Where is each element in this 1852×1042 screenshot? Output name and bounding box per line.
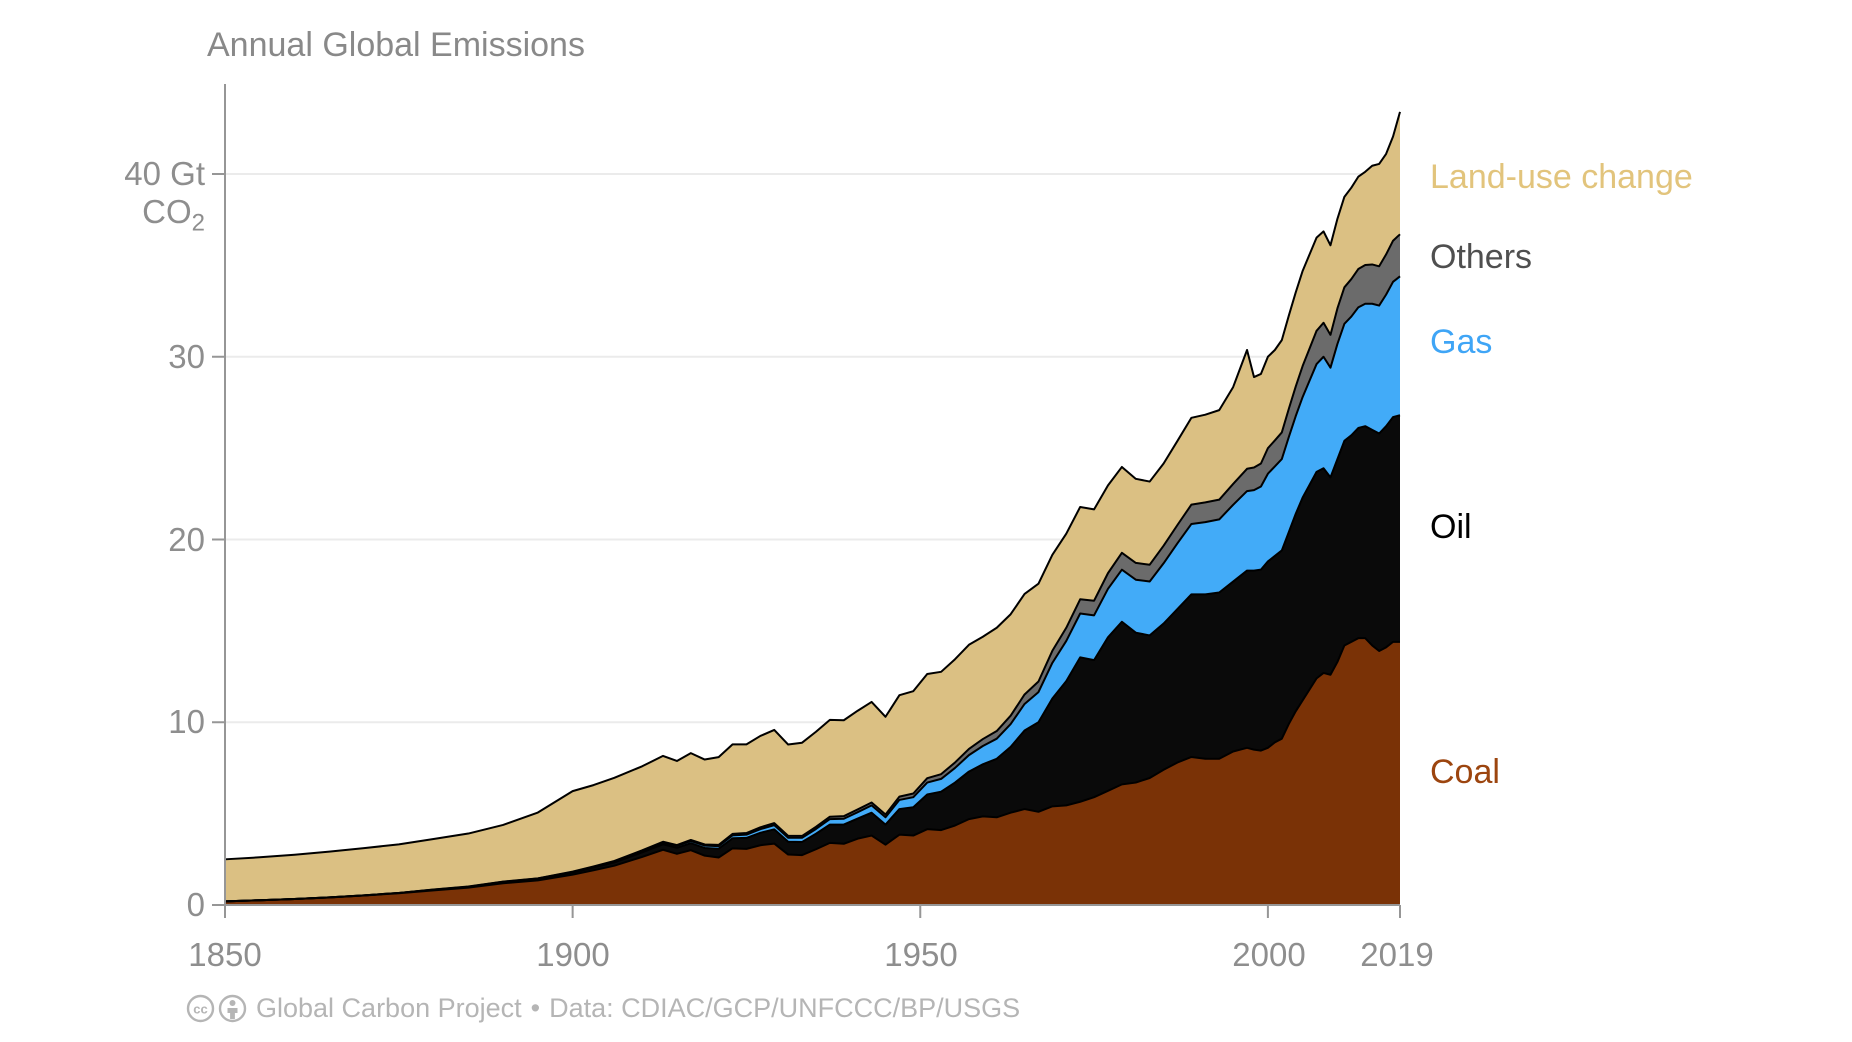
y-unit-line1: 40 Gt [124,155,205,192]
y-unit-sub2: 2 [191,209,205,237]
y-tick-label-10: 10 [168,703,205,740]
license-icons: cc [186,994,247,1023]
y-tick-label-40: 40 Gt CO2 [124,155,205,243]
y-tick-label-0: 0 [186,886,205,923]
footer-attribution-bar: cc Global Carbon Project • Data: CDIAC/G… [186,993,1020,1024]
edge-oil [224,414,1401,903]
edge-land-use-change [224,111,1401,861]
legend-label-gas: Gas [1430,323,1493,361]
footer-source: Data: CDIAC/GCP/UNFCCC/BP/USGS [549,993,1021,1023]
y-unit-co: CO [142,193,192,230]
edge-coal [224,637,1400,903]
svg-text:cc: cc [193,1002,207,1017]
chart-title: Annual Global Emissions [207,26,585,64]
legend-label-coal: Coal [1430,753,1500,791]
cc-icon: cc [186,994,215,1023]
cc-by-icon [218,994,247,1023]
legend-label-land-use-change: Land-use change [1430,158,1693,196]
x-tick-label-2000: 2000 [1232,936,1306,973]
y-tick-label-30: 30 [168,338,205,375]
x-tick-label-1950: 1950 [884,936,958,973]
area-coal [225,638,1400,905]
area-land-use-change [225,111,1400,902]
footer-separator: • [530,993,541,1023]
edge-others [224,233,1401,903]
x-tick-label-1900: 1900 [536,936,610,973]
y-tick-label-20: 20 [168,521,205,558]
legend-label-others: Others [1430,238,1533,276]
legend-label-oil: Oil [1430,508,1472,546]
footer-attribution: Global Carbon Project [256,993,522,1023]
area-gas [225,276,1400,902]
x-tick-label-1850: 1850 [188,936,262,973]
area-oil [225,415,1400,902]
x-tick-label-2019: 2019 [1360,936,1434,973]
